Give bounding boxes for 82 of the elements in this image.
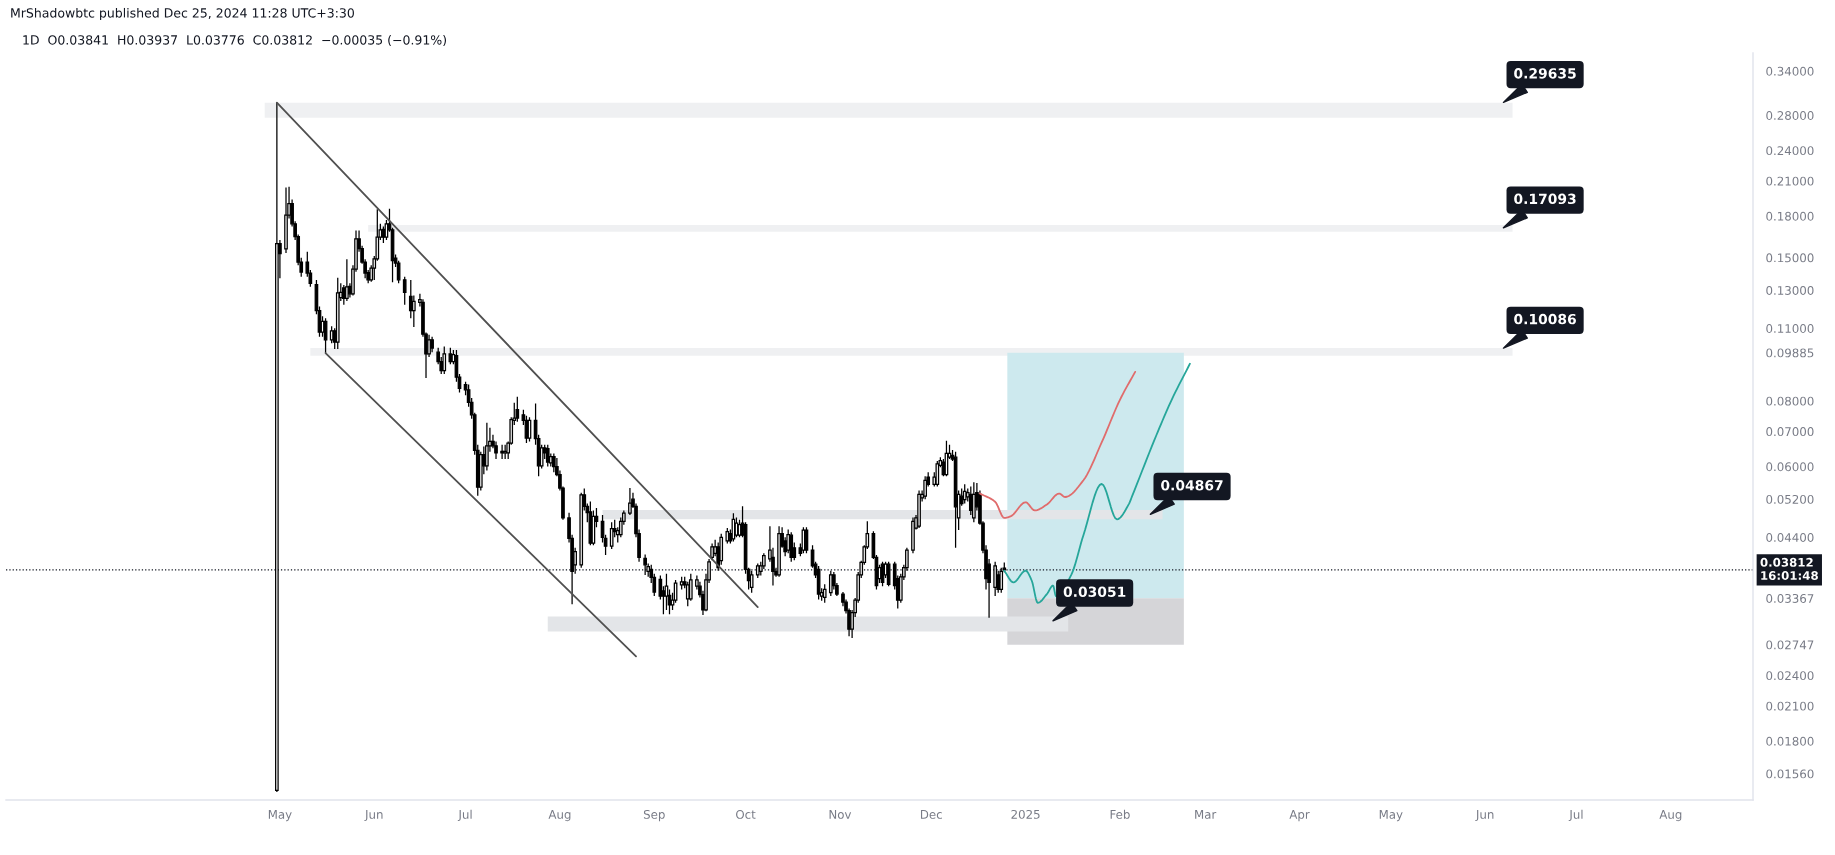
ref-line-label: 0.03812 16:01:48 (1760, 557, 1818, 581)
x-tick-label: May (268, 810, 292, 822)
y-tick-label: 0.18000 (1766, 211, 1814, 221)
candlestick (609, 521, 614, 550)
candlestick (911, 516, 915, 554)
x-tick-label: Dec (920, 810, 942, 819)
y-tick-label: 0.28000 (1766, 111, 1814, 120)
y-tick-label: 0.06000 (1766, 462, 1814, 472)
y-tick-label: 0.21000 (1766, 176, 1814, 186)
x-tick-label: Jul (457, 809, 472, 822)
y-tick-label: 0.01560 (1766, 769, 1814, 779)
x-tick-label: Aug (548, 810, 571, 822)
x-tick-label: Nov (829, 810, 852, 819)
x-tick-label: Aug (1659, 810, 1682, 822)
candlestick (822, 583, 827, 604)
y-tick-label: 0.05200 (1766, 494, 1814, 504)
y-tick-label: 0.11000 (1766, 324, 1814, 333)
candlestick (725, 527, 730, 545)
candlestick (755, 562, 760, 579)
candlestick (284, 186, 288, 254)
x-tick-label: 2025 (1011, 809, 1040, 819)
x-tick-label: Apr (1289, 810, 1310, 822)
candlestick (664, 573, 669, 611)
candlestick (551, 452, 556, 473)
y-tick-label: 0.02100 (1766, 701, 1814, 711)
y-tick-label: 0.01800 (1766, 736, 1814, 746)
candlestick (935, 460, 940, 488)
candlestick (688, 573, 693, 602)
candlestick (999, 567, 1004, 594)
candlestick (679, 576, 684, 591)
x-tick-label: Sep (643, 809, 665, 822)
candlestick (515, 396, 520, 423)
x-tick-label: Jun (1475, 810, 1494, 822)
candlestick (442, 345, 447, 375)
candlestick (335, 277, 340, 350)
y-tick-label: 0.15000 (1766, 253, 1814, 263)
candlestick (588, 500, 593, 546)
candlestick (789, 531, 794, 563)
candlestick (430, 336, 434, 353)
candlestick (917, 489, 921, 529)
x-tick-label: May (1379, 810, 1403, 822)
candlestick (953, 451, 958, 549)
y-tick-label: 0.34000 (1766, 66, 1814, 76)
chart-subtitle: 1D O0.03841 H0.03937 L0.03776 C0.03812 −0.00035 (−0.91%) (23, 34, 447, 47)
candlestick (503, 444, 507, 460)
y-tick-label: 0.24000 (1766, 146, 1814, 156)
candlestick (500, 444, 504, 460)
annotation: 0.04867 (1161, 480, 1223, 491)
annotation: 0.03051 (1063, 586, 1126, 597)
y-tick-label: 0.13000 (1766, 285, 1814, 295)
candlestick (275, 102, 279, 793)
chart-title: MrShadowbtc published Dec 25, 2024 11:28 UTC+3:30 (11, 7, 354, 21)
y-tick-label: 0.02400 (1766, 671, 1814, 681)
y-tick-label: 0.04400 (1766, 532, 1814, 542)
x-tick-label: Jul (1568, 809, 1583, 822)
candlestick (628, 487, 632, 516)
candlestick (643, 553, 647, 576)
y-tick-label: 0.08000 (1766, 396, 1814, 406)
candlestick (579, 492, 584, 569)
candlestick (828, 570, 833, 597)
y-tick-label: 0.03367 (1766, 594, 1814, 603)
x-tick-label: Mar (1195, 810, 1217, 819)
candlestick (993, 561, 997, 597)
candlestick (402, 276, 407, 306)
candlestick (777, 525, 781, 578)
candlestick (448, 347, 453, 365)
candlestick (972, 481, 976, 523)
candlestick (485, 422, 489, 472)
candlestick (923, 475, 927, 500)
annotation: 0.29635 (1514, 68, 1576, 79)
candlestick (749, 570, 754, 594)
annotation: 0.17093 (1514, 193, 1576, 205)
annotation: 0.10086 (1514, 313, 1576, 325)
x-tick-label: Jun (364, 810, 383, 822)
candlestick (962, 483, 967, 505)
y-tick-label: 0.09885 (1766, 348, 1814, 358)
candlestick (345, 258, 349, 302)
x-tick-label: Oct (736, 809, 756, 819)
candlestick (545, 444, 550, 468)
y-tick-label: 0.02747 (1766, 640, 1814, 650)
x-tick-label: Feb (1110, 809, 1130, 819)
y-tick-label: 0.07000 (1766, 427, 1814, 437)
